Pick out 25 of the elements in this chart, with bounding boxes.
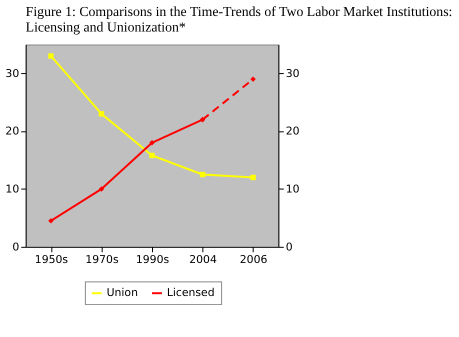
- point: [48, 218, 54, 224]
- y2-tick-label: 0: [286, 240, 293, 254]
- y2-tick-label: 20: [286, 124, 300, 138]
- legend-label: Union: [106, 286, 138, 300]
- point: [98, 111, 104, 117]
- y2-tick-label: 30: [286, 66, 300, 80]
- x-tick-label: 2004: [189, 253, 217, 266]
- y-tick-label: 20: [5, 124, 20, 138]
- point: [200, 116, 206, 122]
- point: [98, 186, 104, 192]
- y2-tick-label: 10: [286, 182, 300, 196]
- x-tick-label: 1990s: [136, 253, 170, 266]
- y-tick-label: 0: [12, 240, 20, 254]
- x-tick-label: 1970s: [85, 253, 119, 266]
- point: [250, 174, 256, 180]
- point: [200, 172, 206, 178]
- text: Licensing and Unionization*: [26, 20, 186, 35]
- x-tick-label: 1950s: [34, 253, 68, 266]
- legend-label: Licensed: [166, 286, 215, 300]
- y-tick-label: 10: [5, 182, 20, 196]
- y-tick-label: 30: [5, 66, 20, 80]
- x-tick-label: 2006: [240, 253, 268, 266]
- text: Figure 1: Comparisons in the Time-Trends of Two Labor Market Institutions:: [26, 4, 452, 19]
- point: [48, 53, 54, 59]
- point: [250, 76, 256, 82]
